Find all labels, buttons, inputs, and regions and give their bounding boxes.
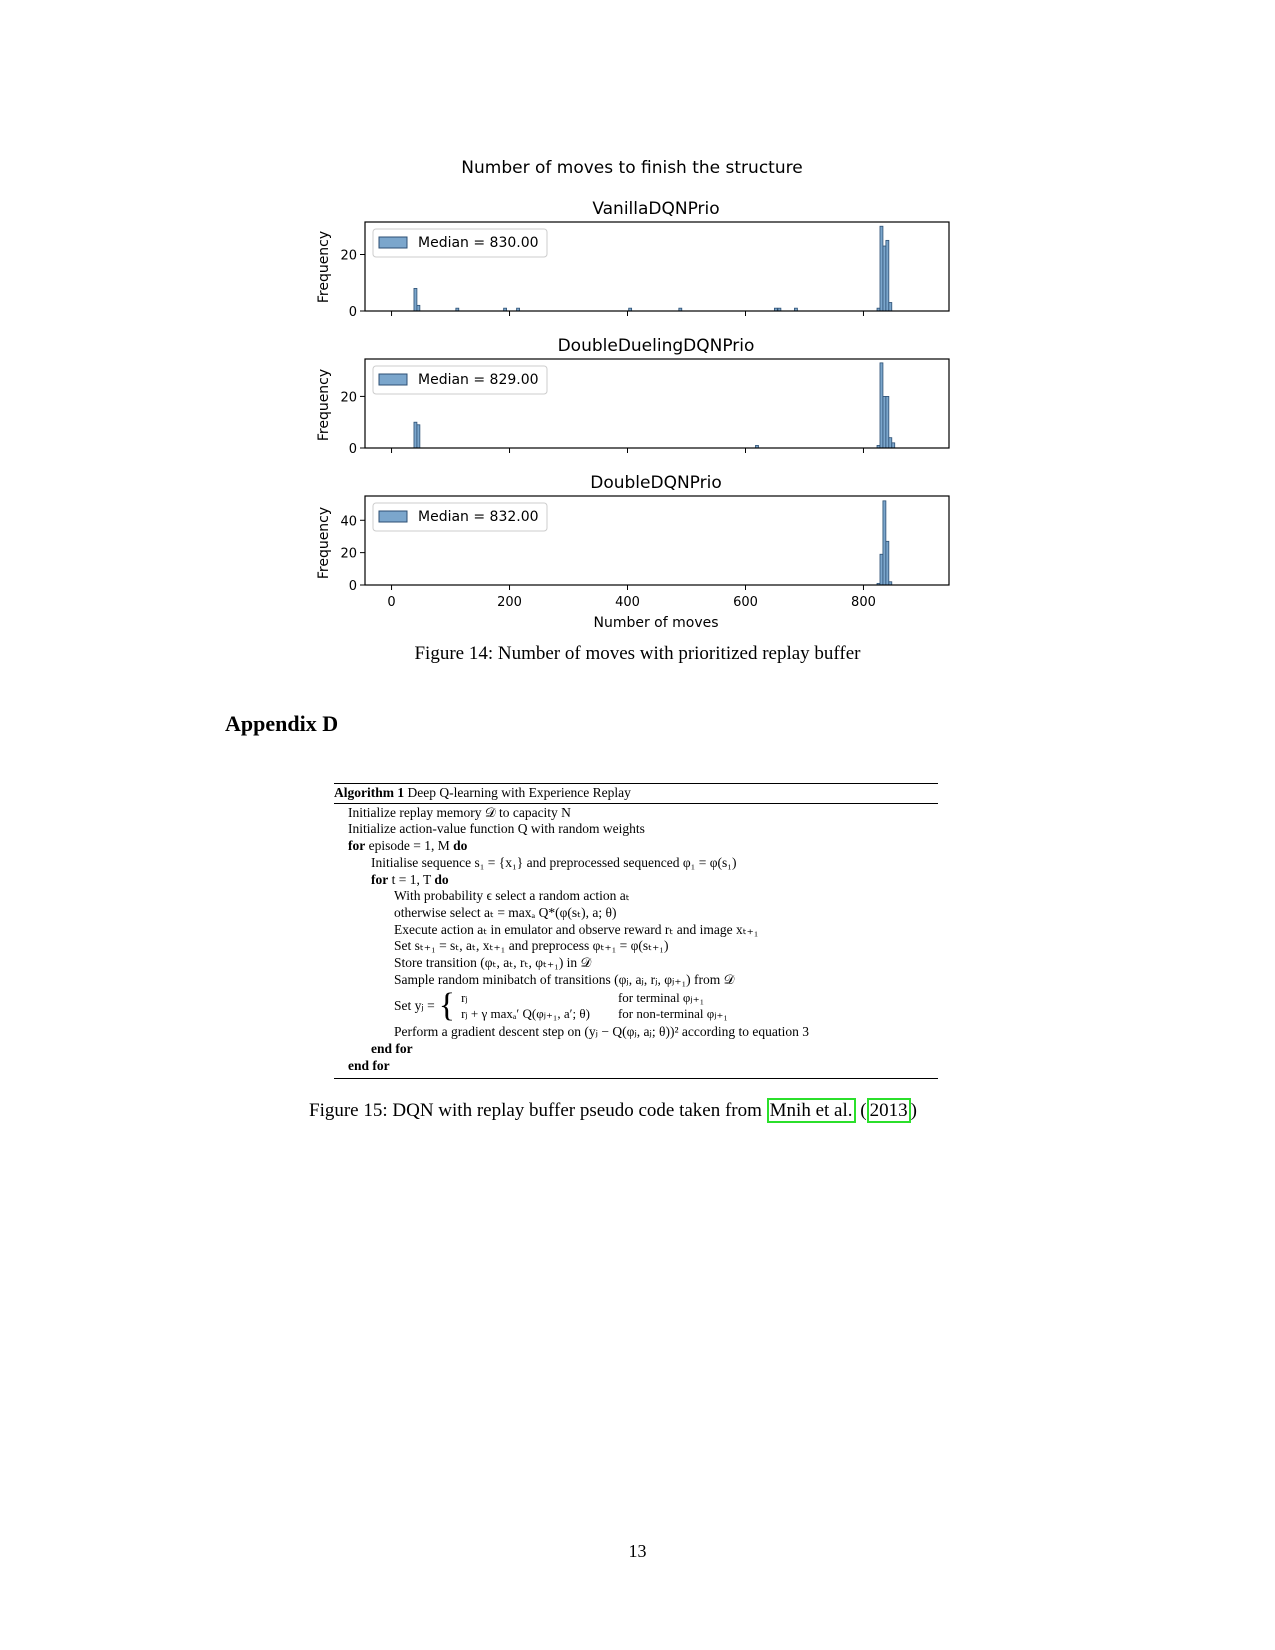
y-tick-label: 0	[349, 305, 357, 320]
algo-line: Execute action aₜ in emulator and observ…	[394, 921, 759, 937]
histogram-bar	[885, 396, 890, 449]
algo-line-end-for: end for	[371, 1041, 413, 1057]
histogram-bar	[879, 362, 884, 449]
histogram-bar	[885, 239, 890, 312]
histogram-panel-2: DoubleDuelingDQNPrio Frequency 0 20 Media…	[316, 336, 950, 457]
set-y-label: Set yⱼ =	[394, 998, 435, 1014]
algorithm-label: Algorithm 1	[334, 785, 405, 800]
figure-14-histograms: Number of moves to finish the structure …	[316, 158, 950, 631]
figure-14-caption: Figure 14: Number of moves with prioriti…	[414, 643, 861, 664]
algo-line: Store transition (φₜ, aₜ, rₜ, φₜ₊₁) in 𝒟	[394, 955, 592, 971]
plot-frame	[364, 221, 950, 312]
plot-frame	[364, 495, 950, 586]
page-number: 13	[628, 1541, 647, 1561]
algo-line-end-for: end for	[348, 1057, 390, 1073]
y-tick-label: 40	[340, 514, 357, 529]
case-terminal: rⱼ	[461, 990, 468, 1006]
section-title: Appendix D	[225, 711, 339, 736]
algo-line: With probability ϵ select a random actio…	[394, 888, 630, 904]
histogram-bar	[888, 437, 893, 449]
histogram-bar	[413, 287, 418, 312]
legend-swatch	[378, 510, 408, 523]
cond-terminal: for terminal φⱼ₊₁	[617, 990, 705, 1006]
legend-swatch	[378, 236, 408, 249]
cond-non-terminal: for non-terminal φⱼ₊₁	[617, 1006, 728, 1022]
y-tick-label: 0	[349, 579, 357, 594]
case-non-terminal: rⱼ + γ maxₐ′ Q(φⱼ₊₁, a′; θ)	[461, 1006, 590, 1022]
plot-frame	[364, 358, 950, 449]
histogram-bar	[879, 225, 884, 312]
figure-suptitle: Number of moves to finish the structure	[461, 158, 802, 178]
y-tick-label: 20	[340, 390, 357, 405]
histogram-bar	[416, 304, 421, 312]
x-tick-label: 400	[615, 595, 640, 610]
x-tick-label: 200	[497, 595, 522, 610]
histogram-bar	[416, 424, 421, 449]
x-axis-label: Number of moves	[593, 615, 718, 631]
histogram-bar	[882, 245, 887, 312]
citation-author-link[interactable]: Mnih et al.	[766, 1098, 856, 1123]
citation-paren-open: (	[855, 1100, 867, 1121]
citation-paren-close: )	[910, 1100, 917, 1121]
panel-title: VanillaDQNPrio	[592, 199, 719, 219]
x-tick-label: 0	[387, 595, 395, 610]
legend: Median = 829.00	[372, 365, 548, 395]
histogram-bar	[879, 553, 884, 586]
algo-line-for-episode: for episode = 1, M do	[348, 838, 468, 854]
histogram-bar	[413, 421, 418, 449]
y-tick-label: 20	[340, 547, 357, 562]
legend: Median = 832.00	[372, 502, 548, 532]
algorithm-block: Algorithm 1 Deep Q-learning with Experie…	[334, 783, 938, 1079]
histogram-bar	[882, 396, 887, 449]
x-tick-label: 800	[851, 595, 876, 610]
algo-line: Perform a gradient descent step on (yⱼ −…	[394, 1024, 809, 1040]
algo-line-for-t: for t = 1, T do	[371, 871, 449, 887]
algo-line: Initialize action-value function Q with …	[348, 821, 645, 837]
histogram-bar	[891, 442, 896, 449]
citation-year-link[interactable]: 2013	[866, 1098, 911, 1123]
legend-label: Median = 832.00	[418, 509, 539, 525]
y-axis-label: Frequency	[316, 231, 332, 303]
histogram-panel-1: VanillaDQNPrio Frequency 0 20 Median = 83…	[316, 199, 950, 320]
panel-title: DoubleDQNPrio	[590, 473, 722, 493]
histogram-bar	[885, 540, 890, 586]
algo-line: Set sₜ₊₁ = sₜ, aₜ, xₜ₊₁ and preprocess φ…	[394, 938, 669, 954]
legend: Median = 830.00	[372, 228, 548, 258]
y-tick-label: 0	[349, 442, 357, 457]
legend-label: Median = 830.00	[418, 235, 539, 251]
panel-title: DoubleDuelingDQNPrio	[558, 336, 755, 356]
legend-label: Median = 829.00	[418, 372, 539, 388]
legend-swatch	[378, 373, 408, 386]
caption-text: Figure 15: DQN with replay buffer pseudo…	[309, 1100, 767, 1121]
y-tick-label: 20	[340, 248, 357, 263]
algo-line: otherwise select aₜ = maxₐ Q*(φ(sₜ), a; …	[394, 904, 617, 920]
algo-line: Sample random minibatch of transitions (…	[394, 971, 735, 987]
algo-line: Initialize replay memory 𝒟 to capacity N	[348, 804, 571, 820]
y-axis-label: Frequency	[316, 507, 332, 579]
algorithm-title: Deep Q-learning with Experience Replay	[407, 785, 631, 800]
brace-symbol: {	[438, 987, 456, 1025]
x-tick-label: 600	[733, 595, 758, 610]
histogram-bar	[882, 500, 887, 586]
histogram-bar	[888, 302, 893, 312]
figure-15-caption: Figure 15: DQN with replay buffer pseudo…	[309, 1098, 917, 1123]
y-axis-label: Frequency	[316, 369, 332, 441]
algo-line: Initialise sequence s₁ = {x₁} and prepro…	[371, 854, 737, 870]
algo-cases-equation: Set yⱼ = { rⱼ rⱼ + γ maxₐ′ Q(φⱼ₊₁, a′; θ…	[334, 988, 938, 1024]
